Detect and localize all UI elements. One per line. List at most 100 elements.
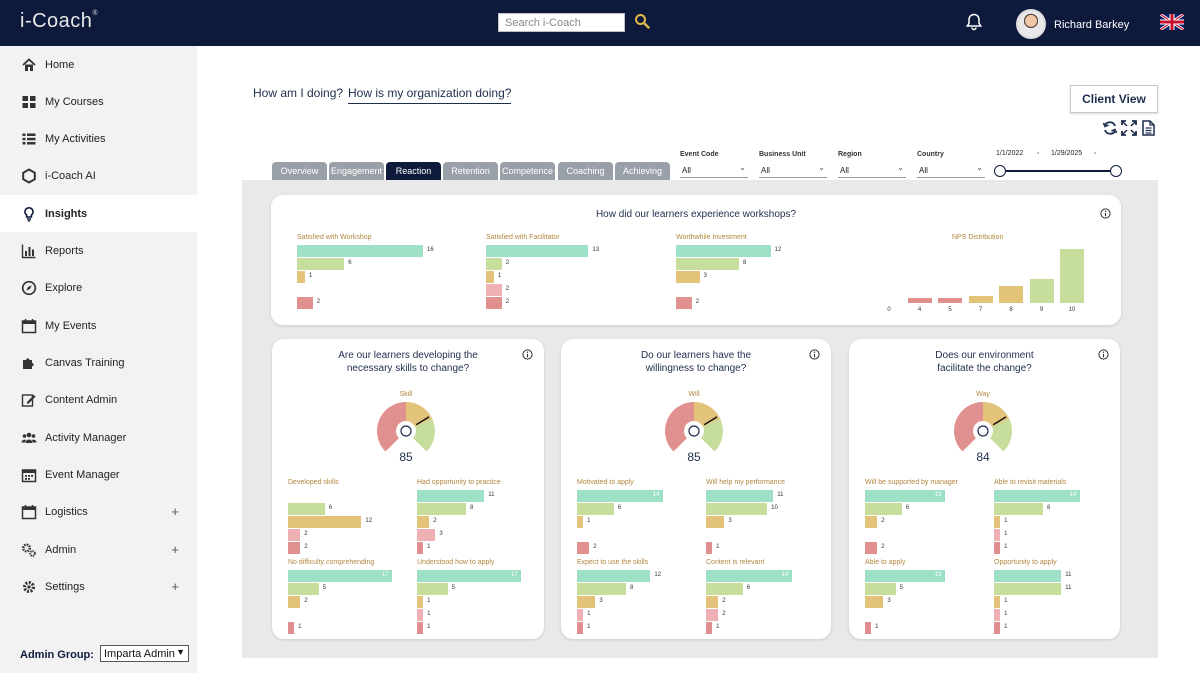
refresh-icon[interactable] bbox=[1102, 120, 1118, 136]
bar[interactable] bbox=[994, 490, 1080, 502]
bar[interactable] bbox=[676, 297, 692, 309]
app-logo[interactable]: i-Coach® bbox=[20, 10, 99, 32]
bar[interactable] bbox=[676, 245, 771, 257]
tab-reaction[interactable]: Reaction bbox=[386, 162, 441, 180]
sidebar-item-canvas-training[interactable]: Canvas Training bbox=[0, 344, 197, 381]
bar[interactable] bbox=[994, 542, 1001, 554]
sidebar-item-settings[interactable]: Settings + bbox=[0, 568, 197, 605]
bar[interactable] bbox=[706, 583, 743, 595]
bar[interactable] bbox=[297, 297, 313, 309]
business-unit-select[interactable]: All ⌄ bbox=[759, 163, 827, 178]
client-view-button[interactable]: Client View bbox=[1070, 85, 1158, 113]
bar[interactable] bbox=[486, 271, 494, 283]
search-input[interactable] bbox=[498, 13, 625, 32]
bar[interactable] bbox=[288, 542, 301, 554]
bar[interactable] bbox=[288, 529, 301, 541]
nps-bar[interactable] bbox=[938, 297, 962, 303]
date-slider-start-handle[interactable] bbox=[994, 165, 1006, 177]
bar[interactable] bbox=[297, 245, 423, 257]
region-select[interactable]: All ⌄ bbox=[838, 163, 906, 178]
bar[interactable] bbox=[288, 622, 295, 634]
bell-icon[interactable] bbox=[964, 12, 984, 32]
sidebar-item-content-admin[interactable]: Content Admin bbox=[0, 381, 197, 418]
bar[interactable] bbox=[865, 583, 896, 595]
sidebar-item-explore[interactable]: Explore bbox=[0, 269, 197, 306]
bar[interactable] bbox=[577, 596, 596, 608]
link-how-is-my-organization-doing[interactable]: How is my organization doing? bbox=[348, 86, 512, 104]
admin-group-select[interactable]: Imparta Admin ▼ bbox=[100, 645, 189, 662]
bar[interactable] bbox=[417, 609, 424, 621]
avatar[interactable] bbox=[1016, 9, 1046, 39]
info-icon[interactable] bbox=[522, 349, 533, 360]
info-icon[interactable] bbox=[809, 349, 820, 360]
country-select[interactable]: All ⌄ bbox=[917, 163, 985, 178]
sidebar-item-reports[interactable]: Reports bbox=[0, 232, 197, 269]
bar[interactable] bbox=[865, 542, 878, 554]
event-code-select[interactable]: All ⌄ bbox=[680, 163, 748, 178]
bar[interactable] bbox=[417, 542, 424, 554]
sidebar-item-home[interactable]: Home bbox=[0, 46, 197, 83]
uk-flag-icon[interactable] bbox=[1160, 14, 1184, 30]
bar[interactable] bbox=[417, 529, 436, 541]
bar[interactable] bbox=[288, 503, 325, 515]
bar[interactable] bbox=[288, 583, 319, 595]
bar[interactable] bbox=[417, 516, 430, 528]
bar[interactable] bbox=[676, 271, 700, 283]
bar[interactable] bbox=[706, 516, 725, 528]
bar[interactable] bbox=[417, 596, 424, 608]
tab-overview[interactable]: Overview bbox=[272, 162, 327, 180]
tab-coaching[interactable]: Coaching bbox=[558, 162, 613, 180]
bar[interactable] bbox=[706, 609, 719, 621]
bar[interactable] bbox=[994, 583, 1062, 595]
bar[interactable] bbox=[994, 503, 1043, 515]
bar[interactable] bbox=[706, 622, 713, 634]
bar[interactable] bbox=[994, 516, 1001, 528]
bar[interactable] bbox=[486, 284, 502, 296]
bar[interactable] bbox=[994, 622, 1001, 634]
bar[interactable] bbox=[417, 570, 521, 582]
bar[interactable] bbox=[706, 570, 792, 582]
sidebar-item-activity-manager[interactable]: Activity Manager bbox=[0, 419, 197, 456]
sidebar-item-i-coach-ai[interactable]: i-Coach AI bbox=[0, 157, 197, 194]
sidebar-item-admin[interactable]: Admin + bbox=[0, 531, 197, 568]
bar[interactable] bbox=[486, 258, 502, 270]
nps-bar[interactable] bbox=[907, 297, 932, 303]
bar[interactable] bbox=[706, 503, 768, 515]
sidebar-item-my-courses[interactable]: My Courses bbox=[0, 83, 197, 120]
bar[interactable] bbox=[676, 258, 739, 270]
bar[interactable] bbox=[577, 503, 614, 515]
bar[interactable] bbox=[994, 596, 1001, 608]
info-icon[interactable] bbox=[1098, 349, 1109, 360]
bar[interactable] bbox=[417, 622, 424, 634]
user-name[interactable]: Richard Barkey bbox=[1054, 19, 1130, 31]
bar[interactable] bbox=[706, 596, 719, 608]
bar[interactable] bbox=[288, 516, 362, 528]
date-slider-track[interactable] bbox=[1000, 170, 1116, 172]
bar[interactable] bbox=[577, 490, 663, 502]
expand-icon[interactable] bbox=[1121, 120, 1137, 136]
bar[interactable] bbox=[297, 271, 305, 283]
date-end[interactable]: 1/29/2025 ▫ bbox=[1051, 150, 1097, 157]
bar[interactable] bbox=[865, 490, 945, 502]
tab-competence[interactable]: Competence bbox=[500, 162, 555, 180]
bar[interactable] bbox=[994, 529, 1001, 541]
bar[interactable] bbox=[865, 570, 945, 582]
bar[interactable] bbox=[865, 622, 872, 634]
nps-bar[interactable] bbox=[1029, 279, 1054, 303]
bar[interactable] bbox=[994, 609, 1001, 621]
sidebar-item-my-events[interactable]: My Events bbox=[0, 307, 197, 344]
search-icon[interactable] bbox=[634, 13, 650, 29]
tab-retention[interactable]: Retention bbox=[443, 162, 498, 180]
nps-bar[interactable] bbox=[1060, 249, 1084, 303]
bar[interactable] bbox=[577, 570, 651, 582]
nps-bar[interactable] bbox=[968, 295, 993, 303]
bar[interactable] bbox=[288, 596, 301, 608]
sidebar-item-logistics[interactable]: Logistics + bbox=[0, 493, 197, 530]
nps-bar[interactable] bbox=[999, 286, 1023, 303]
sidebar-item-event-manager[interactable]: Event Manager bbox=[0, 456, 197, 493]
bar[interactable] bbox=[577, 609, 584, 621]
date-slider-end-handle[interactable] bbox=[1110, 165, 1122, 177]
info-icon[interactable] bbox=[1100, 208, 1111, 219]
date-start[interactable]: 1/1/2022 ▫ bbox=[996, 150, 1040, 157]
bar[interactable] bbox=[865, 516, 878, 528]
